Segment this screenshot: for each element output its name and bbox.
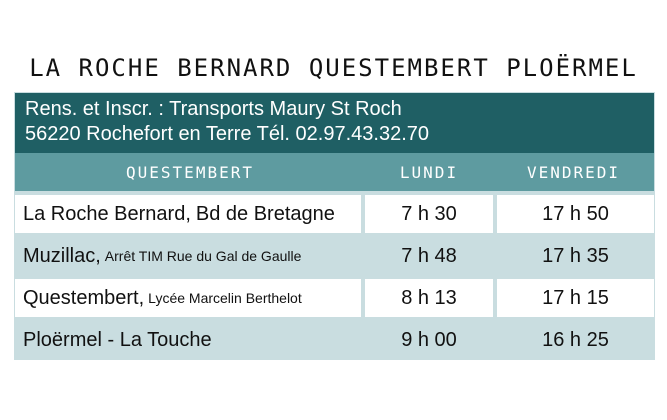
header-lundi: LUNDI [399,162,459,182]
stop-detail: Bd de Bretagne [195,202,335,225]
table-row: Ploërmel - La Touche 9 h 00 16 h 25 [15,321,654,359]
stop-name: Muzillac, [23,244,101,267]
stop-cell: Muzillac, Arrêt TIM Rue du Gal de Gaulle [15,237,361,275]
table-row: Muzillac, Arrêt TIM Rue du Gal de Gaulle… [15,237,654,275]
stop-detail: Arrêt TIM Rue du Gal de Gaulle [104,248,302,264]
table-row: Questembert, Lycée Marcelin Berthelot 8 … [15,279,654,317]
lundi-time: 8 h 13 [365,279,493,317]
vendredi-time: 16 h 25 [497,321,654,359]
header-questembert: QUESTEMBERT [126,162,254,182]
vendredi-time: 17 h 50 [497,195,654,233]
vendredi-time: 17 h 15 [497,279,654,317]
table-row: La Roche Bernard, Bd de Bretagne 7 h 30 … [15,195,654,233]
stop-detail: Lycée Marcelin Berthelot [148,290,302,306]
info-banner: Rens. et Inscr. : Transports Maury St Ro… [15,93,654,153]
header-vendredi: VENDREDI [526,162,621,182]
stop-cell: La Roche Bernard, Bd de Bretagne [15,195,361,233]
lundi-time: 7 h 30 [365,195,493,233]
lundi-time: 9 h 00 [365,321,493,359]
info-line-1: Rens. et Inscr. : Transports Maury St Ro… [25,98,402,120]
stop-name: Questembert, [23,286,145,309]
lundi-time: 7 h 48 [365,237,493,275]
stop-cell: Questembert, Lycée Marcelin Berthelot [15,279,361,317]
table-header: QUESTEMBERT LUNDI VENDREDI [15,153,654,191]
stop-cell: Ploërmel - La Touche [15,321,361,359]
stop-name: La Roche Bernard, [23,202,191,225]
table-body: La Roche Bernard, Bd de Bretagne 7 h 30 … [15,191,654,359]
stop-name: Ploërmel - La Touche [23,328,212,351]
page-title: LA ROCHE BERNARD QUESTEMBERT PLOËRMEL [29,54,638,82]
info-line-2: 56220 Rochefort en Terre Tél. 02.97.43.3… [25,123,429,145]
vendredi-time: 17 h 35 [497,237,654,275]
schedule-table: Rens. et Inscr. : Transports Maury St Ro… [14,92,655,360]
